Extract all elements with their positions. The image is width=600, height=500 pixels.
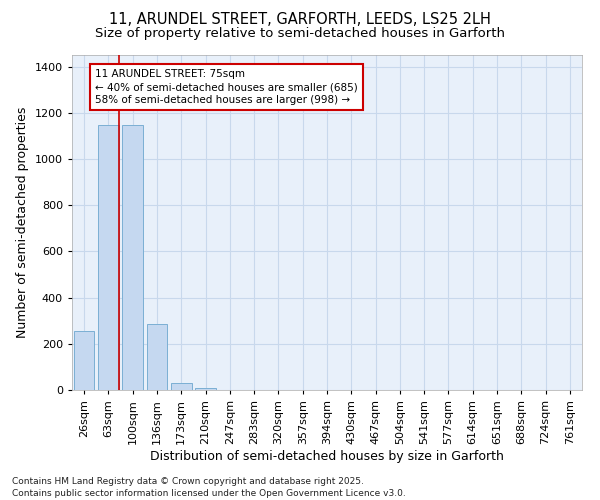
Bar bbox=[171, 383, 191, 390]
Bar bbox=[98, 126, 119, 390]
Bar bbox=[146, 324, 167, 390]
X-axis label: Distribution of semi-detached houses by size in Garforth: Distribution of semi-detached houses by … bbox=[150, 450, 504, 462]
Text: 11, ARUNDEL STREET, GARFORTH, LEEDS, LS25 2LH: 11, ARUNDEL STREET, GARFORTH, LEEDS, LS2… bbox=[109, 12, 491, 28]
Bar bbox=[122, 126, 143, 390]
Y-axis label: Number of semi-detached properties: Number of semi-detached properties bbox=[16, 107, 29, 338]
Text: Contains HM Land Registry data © Crown copyright and database right 2025.
Contai: Contains HM Land Registry data © Crown c… bbox=[12, 476, 406, 498]
Text: 11 ARUNDEL STREET: 75sqm
← 40% of semi-detached houses are smaller (685)
58% of : 11 ARUNDEL STREET: 75sqm ← 40% of semi-d… bbox=[95, 69, 358, 106]
Text: Size of property relative to semi-detached houses in Garforth: Size of property relative to semi-detach… bbox=[95, 28, 505, 40]
Bar bbox=[195, 388, 216, 390]
Bar bbox=[74, 331, 94, 390]
